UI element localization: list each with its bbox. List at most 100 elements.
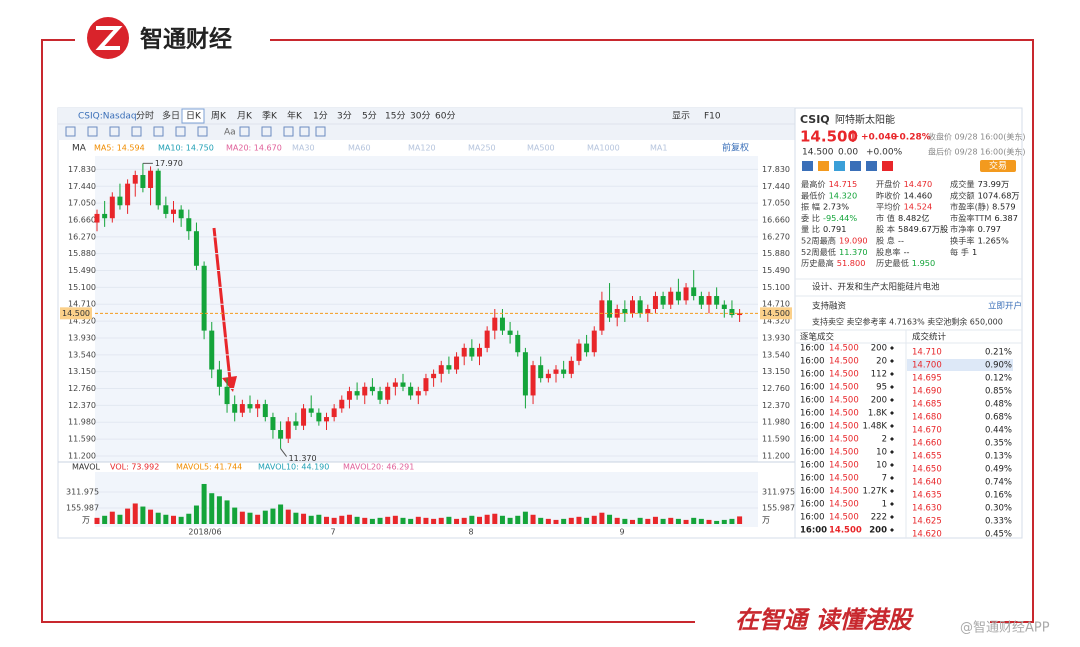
price-tag	[760, 307, 792, 320]
quote-dividers	[795, 278, 1022, 538]
toolbar-tab: 60分	[435, 111, 455, 122]
trade-dir	[890, 398, 894, 402]
candle-body	[568, 360, 574, 374]
candle-body	[201, 265, 207, 331]
trade-price: 14.500	[829, 448, 859, 458]
y-tick-label: 17.440	[762, 182, 790, 191]
candle-body	[339, 399, 345, 409]
tab-selected	[181, 108, 205, 124]
candle-body	[155, 170, 161, 206]
frame	[41, 39, 1034, 623]
y-tick-label: 15.490	[68, 266, 96, 275]
dist-price: 14.620	[912, 530, 942, 540]
stat-label: 市 值	[876, 212, 895, 222]
trade-time: 16:00	[800, 422, 825, 432]
stat-value: --	[898, 235, 904, 245]
volume-bar	[316, 514, 322, 524]
dist-price: 14.630	[912, 504, 942, 514]
volume-bar	[109, 511, 115, 524]
stat: 市净率 0.797	[950, 224, 1001, 234]
y-tick-label: 15.490	[762, 266, 790, 275]
volume-bar	[201, 483, 207, 524]
candle-body	[645, 309, 651, 314]
dist-pct: 0.33%	[985, 517, 1012, 527]
stat: 平均价 14.524	[876, 201, 932, 211]
volume-bar	[438, 517, 444, 524]
candle-body	[178, 209, 184, 219]
y-tick-label: 13.540	[68, 350, 96, 359]
candle-body	[706, 296, 712, 305]
volume-bar	[94, 517, 100, 524]
y-tick-label: 14.710	[68, 300, 96, 309]
dist-price: 14.700	[912, 361, 942, 371]
candle-body	[362, 386, 368, 396]
candle-body	[324, 417, 329, 422]
stat: 换手率 1.265%	[950, 235, 1009, 245]
volume-bar	[148, 509, 154, 524]
y-tick-label: 11.200	[68, 451, 96, 460]
stat-value: 8.579	[992, 201, 1015, 211]
y-tick-label: 13.150	[68, 367, 96, 376]
toolbar-button: 显示	[672, 111, 690, 122]
dist-price: 14.695	[912, 374, 942, 384]
stat-value: 51.800	[837, 258, 866, 268]
volume-bar	[408, 518, 414, 524]
candle-body	[729, 309, 735, 316]
candle-body	[507, 330, 513, 335]
candle-body	[538, 365, 544, 379]
volume-bar	[530, 514, 536, 524]
trade-price: 14.500	[829, 422, 859, 432]
stat-value: 14.460	[904, 190, 933, 200]
dist-pct: 0.13%	[985, 452, 1012, 462]
ma-value: MA1	[650, 144, 667, 153]
volume-bar	[331, 517, 337, 524]
trade-volume: 200	[871, 344, 887, 354]
candle-body	[652, 296, 658, 309]
stat: 最低价 14.320	[801, 190, 857, 200]
stat-value: 1.950	[912, 258, 935, 268]
trade-volume: 10	[876, 448, 887, 458]
y-tick-label: 311.975	[762, 487, 795, 496]
trade-button[interactable]	[980, 160, 1016, 172]
slogan: 在智通 读懂港股	[735, 606, 914, 634]
candle-body	[285, 421, 291, 439]
stat-value: 1074.68万	[978, 190, 1020, 200]
trade-time: 16:00	[800, 370, 825, 380]
short-info: 支持卖空 卖空参考率 4.7163% 卖空池剩余 650,000	[812, 317, 1003, 327]
dist-price: 14.660	[912, 439, 942, 449]
stat-value: 0.797	[978, 224, 1001, 234]
candle-body	[224, 386, 230, 405]
volume-bar	[538, 517, 544, 524]
stat: 最高价 14.715	[801, 179, 857, 189]
dist-price: 14.650	[912, 465, 942, 475]
y-tick-label: 13.930	[68, 333, 96, 342]
candle-body	[461, 347, 467, 357]
trade-volume: 1.8K	[868, 409, 888, 419]
candle-body	[675, 291, 681, 301]
candle-body	[415, 391, 421, 396]
volume-bar	[339, 515, 345, 524]
y-tick-label: 15.100	[762, 283, 790, 292]
volume-ma-value: VOL: 73.992	[110, 463, 159, 472]
toolbar-tab: 周K	[211, 111, 227, 122]
stat-label: 量 比	[801, 224, 820, 234]
x-tick-label: 7	[330, 528, 335, 537]
trade-time: 16:00	[800, 357, 825, 367]
candle-body	[522, 352, 528, 396]
y-tick-label: 155.987	[66, 503, 99, 512]
volume-bar	[102, 515, 108, 524]
price: 14.500	[800, 128, 858, 146]
tool-icon	[239, 126, 250, 137]
candle-body	[584, 343, 590, 353]
candle-body	[346, 391, 352, 400]
volume-ma-value: MAVOL10: 44.190	[258, 463, 329, 472]
dist-price: 14.635	[912, 491, 942, 501]
trade-volume: 95	[876, 383, 887, 393]
tool-icon	[131, 126, 142, 137]
y-tick-label: 17.050	[762, 199, 790, 208]
volume-bar	[637, 517, 643, 524]
stat-label: 市盈率TTM	[950, 212, 992, 222]
volume-bar	[553, 519, 559, 524]
